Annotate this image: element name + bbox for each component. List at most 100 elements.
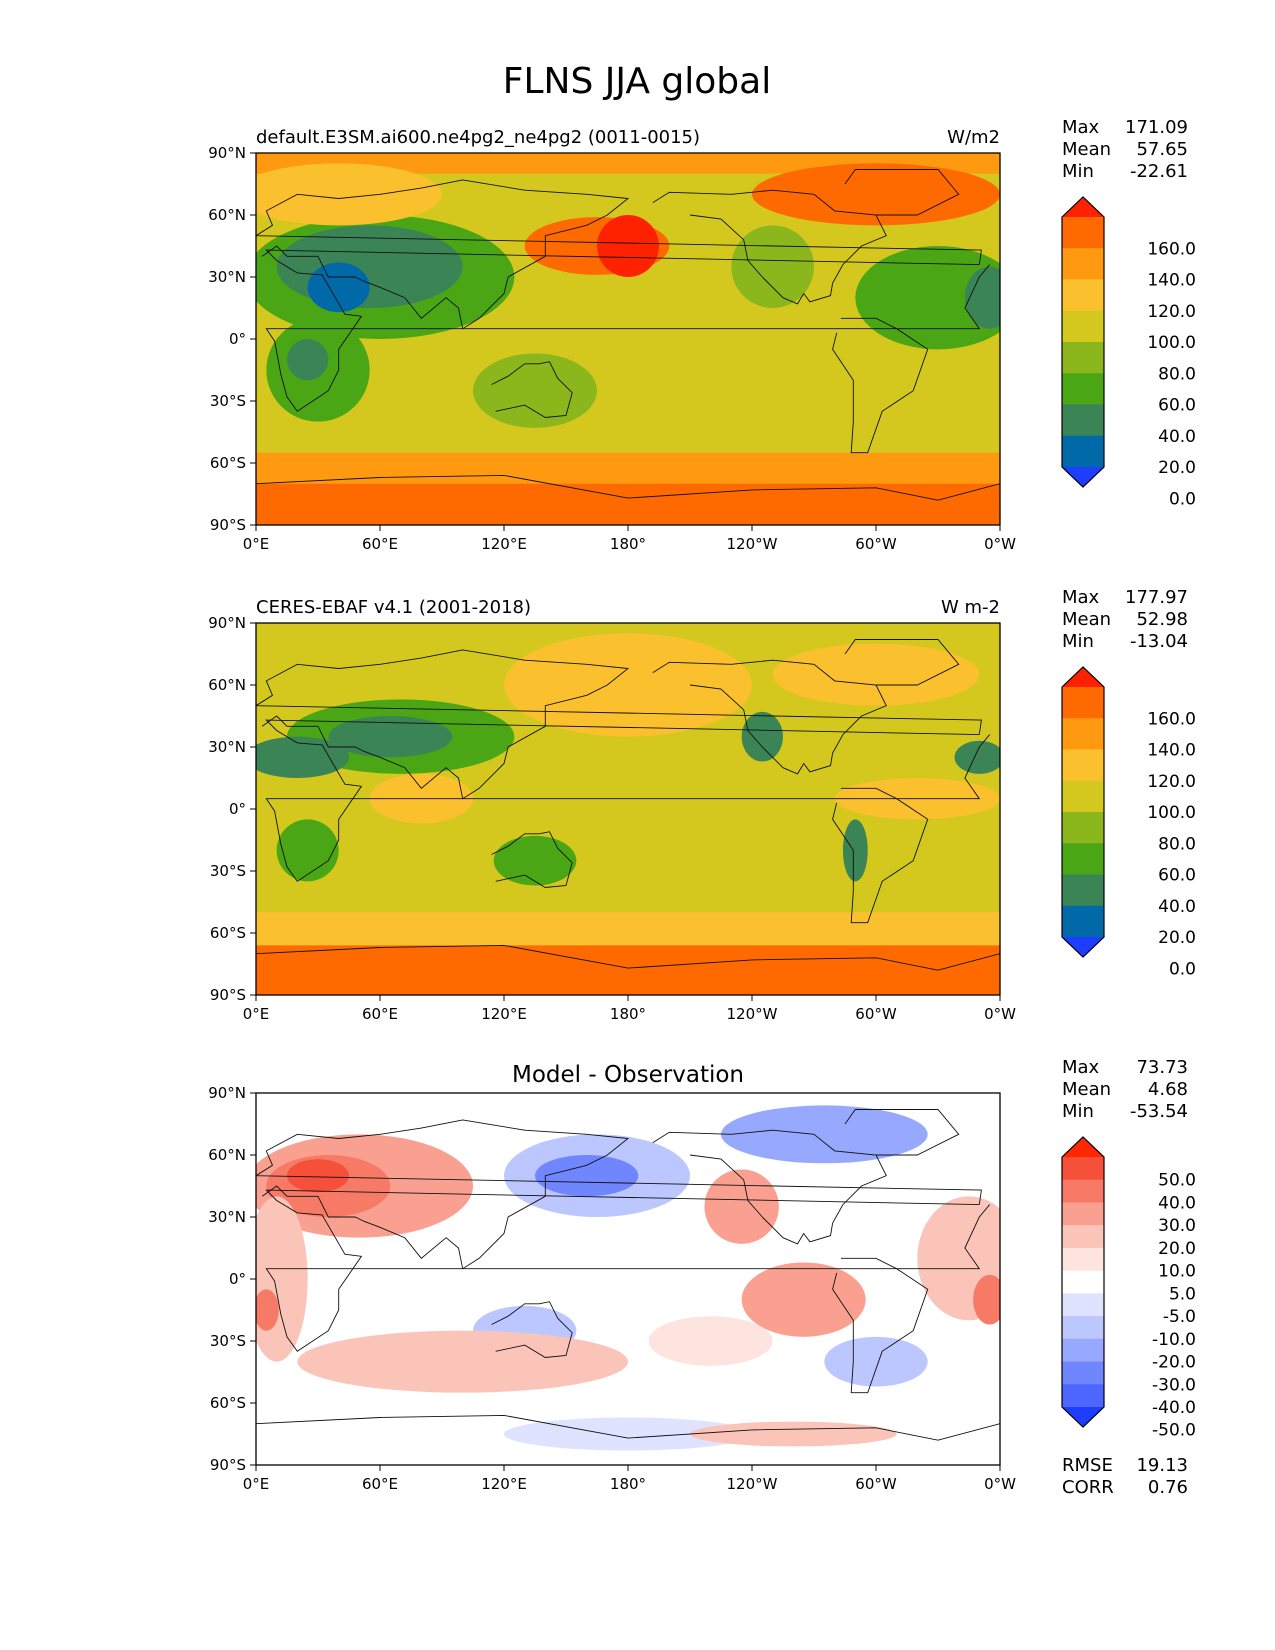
stat-value: -22.61	[1130, 161, 1188, 182]
colorbar-label: -10.0	[1152, 1330, 1196, 1350]
colorbar-label: 40.0	[1158, 1193, 1196, 1213]
stat-value: -53.54	[1130, 1101, 1188, 1122]
colorbar-outline	[1061, 1136, 1105, 1428]
x-tick-label: 0°E	[243, 1475, 270, 1493]
coastline	[265, 249, 991, 412]
colorbar-top-extend	[1062, 1137, 1104, 1157]
colorbar-segment	[1062, 874, 1104, 907]
stat-label: Mean	[1062, 1079, 1111, 1100]
field-contour	[721, 1105, 928, 1164]
field-contour	[297, 1330, 628, 1393]
stat-label: Max	[1062, 1057, 1100, 1078]
colorbar-segment	[1062, 718, 1104, 750]
panel-1: 0°E 60°E 120°E 180° 120°W 60°W 0°W 90°N 60°N 30°N…	[208, 117, 1196, 553]
colorbar-bottom-extend	[1062, 467, 1104, 487]
colorbar-label: 60.0	[1158, 866, 1196, 886]
field-contour	[256, 163, 442, 226]
colorbar-segment	[1062, 812, 1104, 844]
colorbar-label: -20.0	[1152, 1353, 1196, 1373]
colorbar-label: -30.0	[1152, 1375, 1196, 1395]
colorbar-outline	[1061, 196, 1105, 488]
colorbar-segment	[1062, 1202, 1104, 1226]
field-contour	[256, 736, 349, 778]
colorbar-segment	[1062, 248, 1104, 280]
field-band	[256, 483, 1000, 525]
colorbar-label: -5.0	[1163, 1307, 1196, 1327]
stat-label: Mean	[1062, 609, 1111, 630]
colorbar-segment	[1062, 843, 1104, 875]
x-tick-label: 180°	[610, 535, 646, 553]
field-layer	[256, 1093, 1000, 1465]
colorbar-segment	[1062, 1157, 1104, 1181]
y-tick-label: 90°S	[210, 986, 246, 1004]
stat-value: -13.04	[1130, 631, 1188, 652]
coastline	[844, 1109, 960, 1156]
field-contour	[731, 225, 815, 308]
y-tick-label: 30°N	[208, 738, 246, 756]
coastline	[652, 189, 887, 305]
y-tick-label: 60°S	[210, 454, 246, 472]
panel-units: W/m2	[947, 127, 1000, 148]
field-contour	[504, 1417, 752, 1451]
y-tick-label: 0°	[229, 330, 246, 348]
field-contour	[307, 262, 370, 313]
colorbar-label: 10.0	[1158, 1262, 1196, 1282]
summary-label: CORR	[1062, 1477, 1114, 1498]
field-contour	[328, 716, 453, 758]
colorbar-label: 100.0	[1147, 803, 1196, 823]
y-tick-label: 60°S	[210, 924, 246, 942]
colorbar-segment	[1062, 1384, 1104, 1408]
colorbar-label: -50.0	[1152, 1421, 1196, 1441]
x-tick-label: 120°E	[481, 1475, 527, 1493]
colorbar-label: 0.0	[1169, 959, 1196, 979]
colorbar: 50.040.0 30.0 20.0 10.05.0 -5.0 -10.0 -20.0-30…	[1061, 1136, 1196, 1441]
field-layer	[256, 623, 1000, 995]
x-tick-label: 0°W	[984, 1475, 1016, 1493]
colorbar-segment	[1062, 1270, 1104, 1294]
y-tick-label: 60°S	[210, 1394, 246, 1412]
stat-value: 171.09	[1125, 117, 1188, 138]
y-tick-label: 60°N	[208, 206, 246, 224]
field-contour	[597, 215, 659, 277]
colorbar-label: 120.0	[1147, 772, 1196, 792]
panel-units: W m-2	[941, 597, 1000, 618]
coastline	[491, 1301, 573, 1358]
colorbar-segment	[1062, 1225, 1104, 1249]
x-tick-label: 0°W	[984, 1005, 1016, 1023]
colorbar-segment	[1062, 687, 1104, 719]
y-tick-label: 60°N	[208, 1146, 246, 1164]
x-tick-label: 120°E	[481, 1005, 527, 1023]
field-contour	[287, 1159, 349, 1193]
colorbar-label: 80.0	[1158, 364, 1196, 384]
colorbar-label: 140.0	[1147, 741, 1196, 761]
x-tick-label: 60°E	[362, 1475, 398, 1493]
summary-value: 0.76	[1148, 1477, 1188, 1498]
y-tick-label: 90°N	[208, 1084, 246, 1102]
field-contour	[648, 1316, 773, 1366]
y-tick-label: 30°S	[210, 392, 246, 410]
x-tick-label: 0°E	[243, 535, 270, 553]
panel-title-left: default.E3SM.ai600.ne4pg2_ne4pg2 (0011-0…	[256, 127, 700, 148]
panel-title-left: CERES-EBAF v4.1 (2001-2018)	[256, 597, 531, 618]
figure-title: FLNS JJA global	[503, 61, 771, 102]
stat-value: 52.98	[1136, 609, 1188, 630]
colorbar-label: 20.0	[1158, 1239, 1196, 1259]
x-tick-label: 120°W	[727, 1005, 778, 1023]
colorbar-segment	[1062, 217, 1104, 249]
colorbar-label: 40.0	[1158, 897, 1196, 917]
colorbar-top-extend	[1062, 667, 1104, 687]
colorbar-outline	[1061, 666, 1105, 958]
y-tick-label: 30°N	[208, 268, 246, 286]
field-contour	[752, 163, 1000, 226]
colorbar-label: 5.0	[1169, 1284, 1196, 1304]
field-band	[256, 912, 1000, 946]
y-tick-label: 30°S	[210, 1332, 246, 1350]
y-tick-label: 30°N	[208, 1208, 246, 1226]
coastline	[256, 944, 1000, 971]
field-band	[256, 452, 1000, 484]
panel-2: 0°E 60°E 120°E 180° 120°W 60°W 0°W 90°N 60°N 30°N…	[208, 587, 1196, 1023]
x-tick-label: 120°W	[727, 1475, 778, 1493]
x-tick-label: 60°E	[362, 535, 398, 553]
colorbar-label: 100.0	[1147, 333, 1196, 353]
y-tick-label: 0°	[229, 1270, 246, 1288]
